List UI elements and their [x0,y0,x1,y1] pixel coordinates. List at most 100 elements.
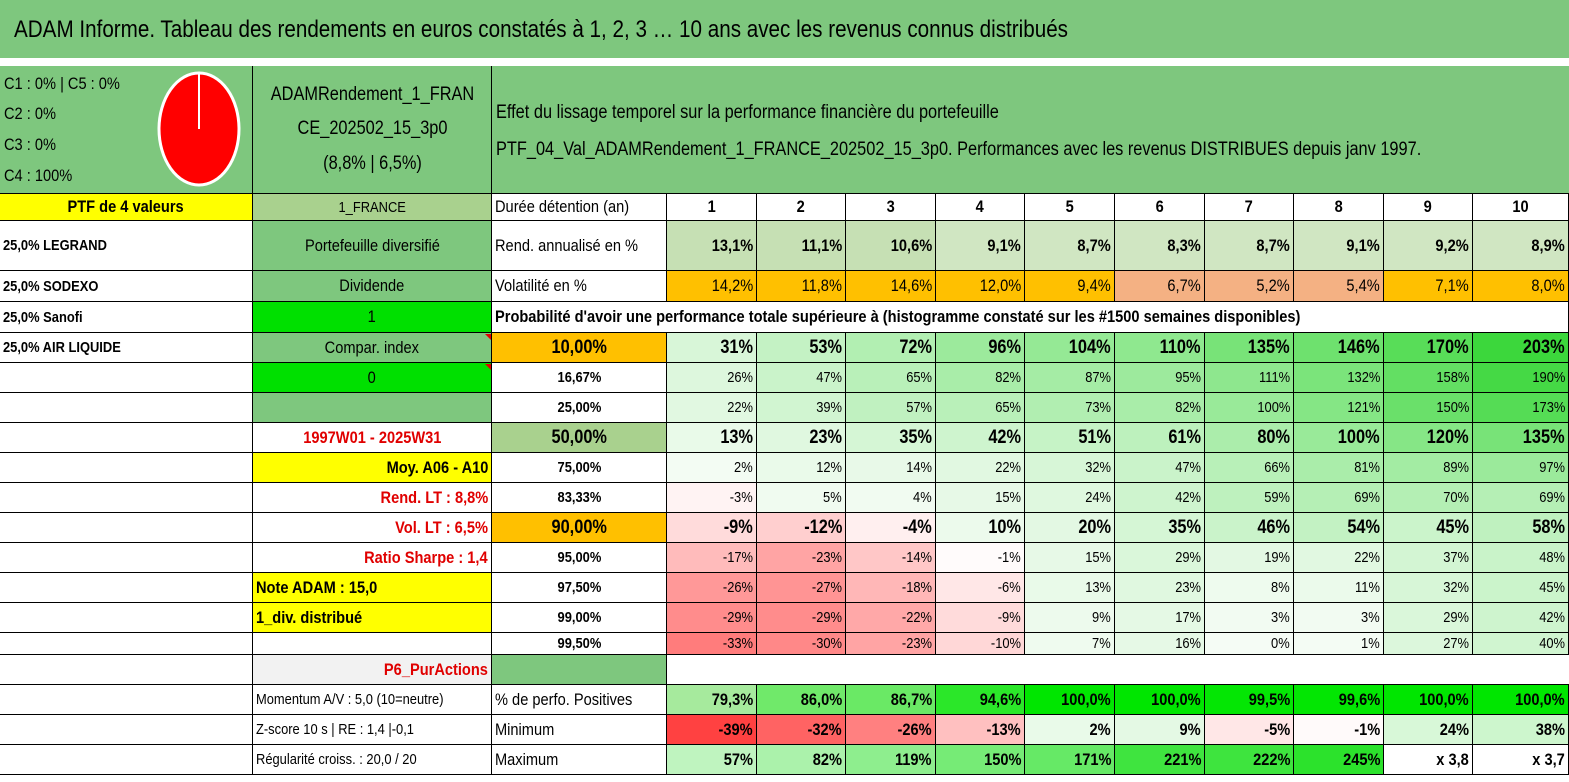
proba-value: 80% [1205,423,1294,453]
proba-value: 22% [936,453,1025,483]
proba-value: 29% [1115,543,1205,573]
vol-value: 6,7% [1115,271,1205,302]
proba-value-text: 29% [1443,609,1469,626]
empty-cell [253,393,492,423]
proba-threshold-text: 25,00% [557,399,601,416]
proba-value: 110% [1115,333,1205,363]
empty-cell [492,655,667,685]
proba-threshold: 97,50% [492,573,667,603]
income-value-text: 1 [367,307,377,326]
zscore-label: Z-score 10 s | RE : 1,4 |-0,1 [253,715,492,745]
proba-value-text: -4% [902,516,932,538]
proba-value: 3% [1205,603,1294,633]
proba-value-text: 51% [1078,426,1111,448]
vol-value: 7,1% [1384,271,1473,302]
year-header-text: 2 [796,197,806,216]
pos-value: 100,0% [1115,685,1205,715]
pos-value-text: 99,5% [1248,689,1290,709]
max-value-text: 222% [1252,749,1290,769]
proba-value-text: 17% [1175,609,1201,626]
holdings-header-text: PTF de 4 valeurs [67,197,185,216]
proba-value: 65% [846,363,936,393]
proba-value-text: 1% [1361,635,1380,652]
vol-value: 5,4% [1294,271,1384,302]
proba-value: 73% [1025,393,1115,423]
year-header-text: 1 [707,197,716,216]
momentum-label-text: Momentum A/V : 5,0 (10=neutre) [256,691,444,708]
pos-value: 100,0% [1384,685,1473,715]
proba-value: 150% [1384,393,1473,423]
proba-value-text: -23% [901,635,932,652]
pos-value-text: 79,3% [711,689,753,709]
proba-value-text: 29% [1175,549,1201,566]
proba-value: 26% [667,363,757,393]
proba-value: 31% [667,333,757,363]
proba-value-text: 42% [1539,609,1565,626]
proba-value: 35% [1115,513,1205,543]
compar-value: 0 [253,363,492,393]
vol-label-text: Volatilité en % [495,276,587,295]
min-value-text: -39% [718,719,753,739]
proba-value-text: -6% [998,579,1021,596]
proba-threshold: 83,33% [492,483,667,513]
proba-value: 3% [1294,603,1384,633]
proba-value: 19% [1205,543,1294,573]
proba-header-text: Probabilité d'avoir une performance tota… [495,307,1301,326]
max-value-text: x 3,8 [1436,749,1469,769]
proba-value: 54% [1294,513,1384,543]
empty-cell [0,633,253,655]
holding-item-text: 25,0% Sanofi [3,308,83,326]
proba-value-text: 22% [727,399,753,416]
proba-value-text: 35% [1168,516,1201,538]
proba-threshold: 99,00% [492,603,667,633]
proba-value-text: -14% [901,549,932,566]
vol-value: 9,4% [1025,271,1115,302]
proba-value-text: 12% [816,459,842,476]
max-value-text: 57% [723,749,753,769]
description-line1: Effet du lissage temporel sur la perform… [496,102,999,123]
rend-value-text: 8,9% [1531,235,1565,255]
empty-cell [253,633,492,655]
proba-value-text: -27% [811,579,842,596]
portfolio-type: Portefeuille diversifié [253,221,492,271]
proba-value-text: 89% [1443,459,1469,476]
proba-value-text: 81% [1354,459,1380,476]
proba-value: -12% [757,513,846,543]
proba-value: 121% [1294,393,1384,423]
compar-value-text: 0 [367,367,377,387]
vol-value-text: 6,7% [1167,276,1201,295]
proba-value: 42% [1473,603,1569,633]
vol-value-text: 14,6% [890,276,932,295]
vol-label: Volatilité en % [492,271,667,302]
proba-value-text: -26% [722,579,753,596]
proba-threshold: 16,67% [492,363,667,393]
period-label-text: 1997W01 - 2025W31 [302,427,442,447]
proba-value-text: 3% [1271,609,1290,626]
year-header: 3 [846,194,936,221]
proba-value: -27% [757,573,846,603]
proba-value-text: 69% [1539,489,1565,506]
proba-value: 120% [1384,423,1473,453]
pos-value: 94,6% [936,685,1025,715]
proba-value: 70% [1384,483,1473,513]
div-distribue-text: 1_div. distribué [256,607,363,627]
proba-value: 13% [1025,573,1115,603]
proba-value-text: 14% [906,459,932,476]
empty-cell [0,573,253,603]
proba-value-text: 31% [720,336,753,358]
pos-label: % de perfo. Positives [492,685,667,715]
proba-value: 100% [1205,393,1294,423]
min-value: -13% [936,715,1025,745]
proba-value-text: 10% [988,516,1021,538]
rend-value-text: 8,3% [1167,235,1201,255]
vol-value-text: 5,2% [1256,276,1290,295]
proba-value-text: -10% [990,635,1021,652]
proba-value-text: 170% [1427,336,1469,358]
proba-value: -4% [846,513,936,543]
proba-threshold: 75,00% [492,453,667,483]
max-value: 222% [1205,745,1294,775]
pos-value-text: 86,0% [800,689,842,709]
proba-value-text: 19% [1264,549,1290,566]
proba-value: 57% [846,393,936,423]
pos-value: 79,3% [667,685,757,715]
